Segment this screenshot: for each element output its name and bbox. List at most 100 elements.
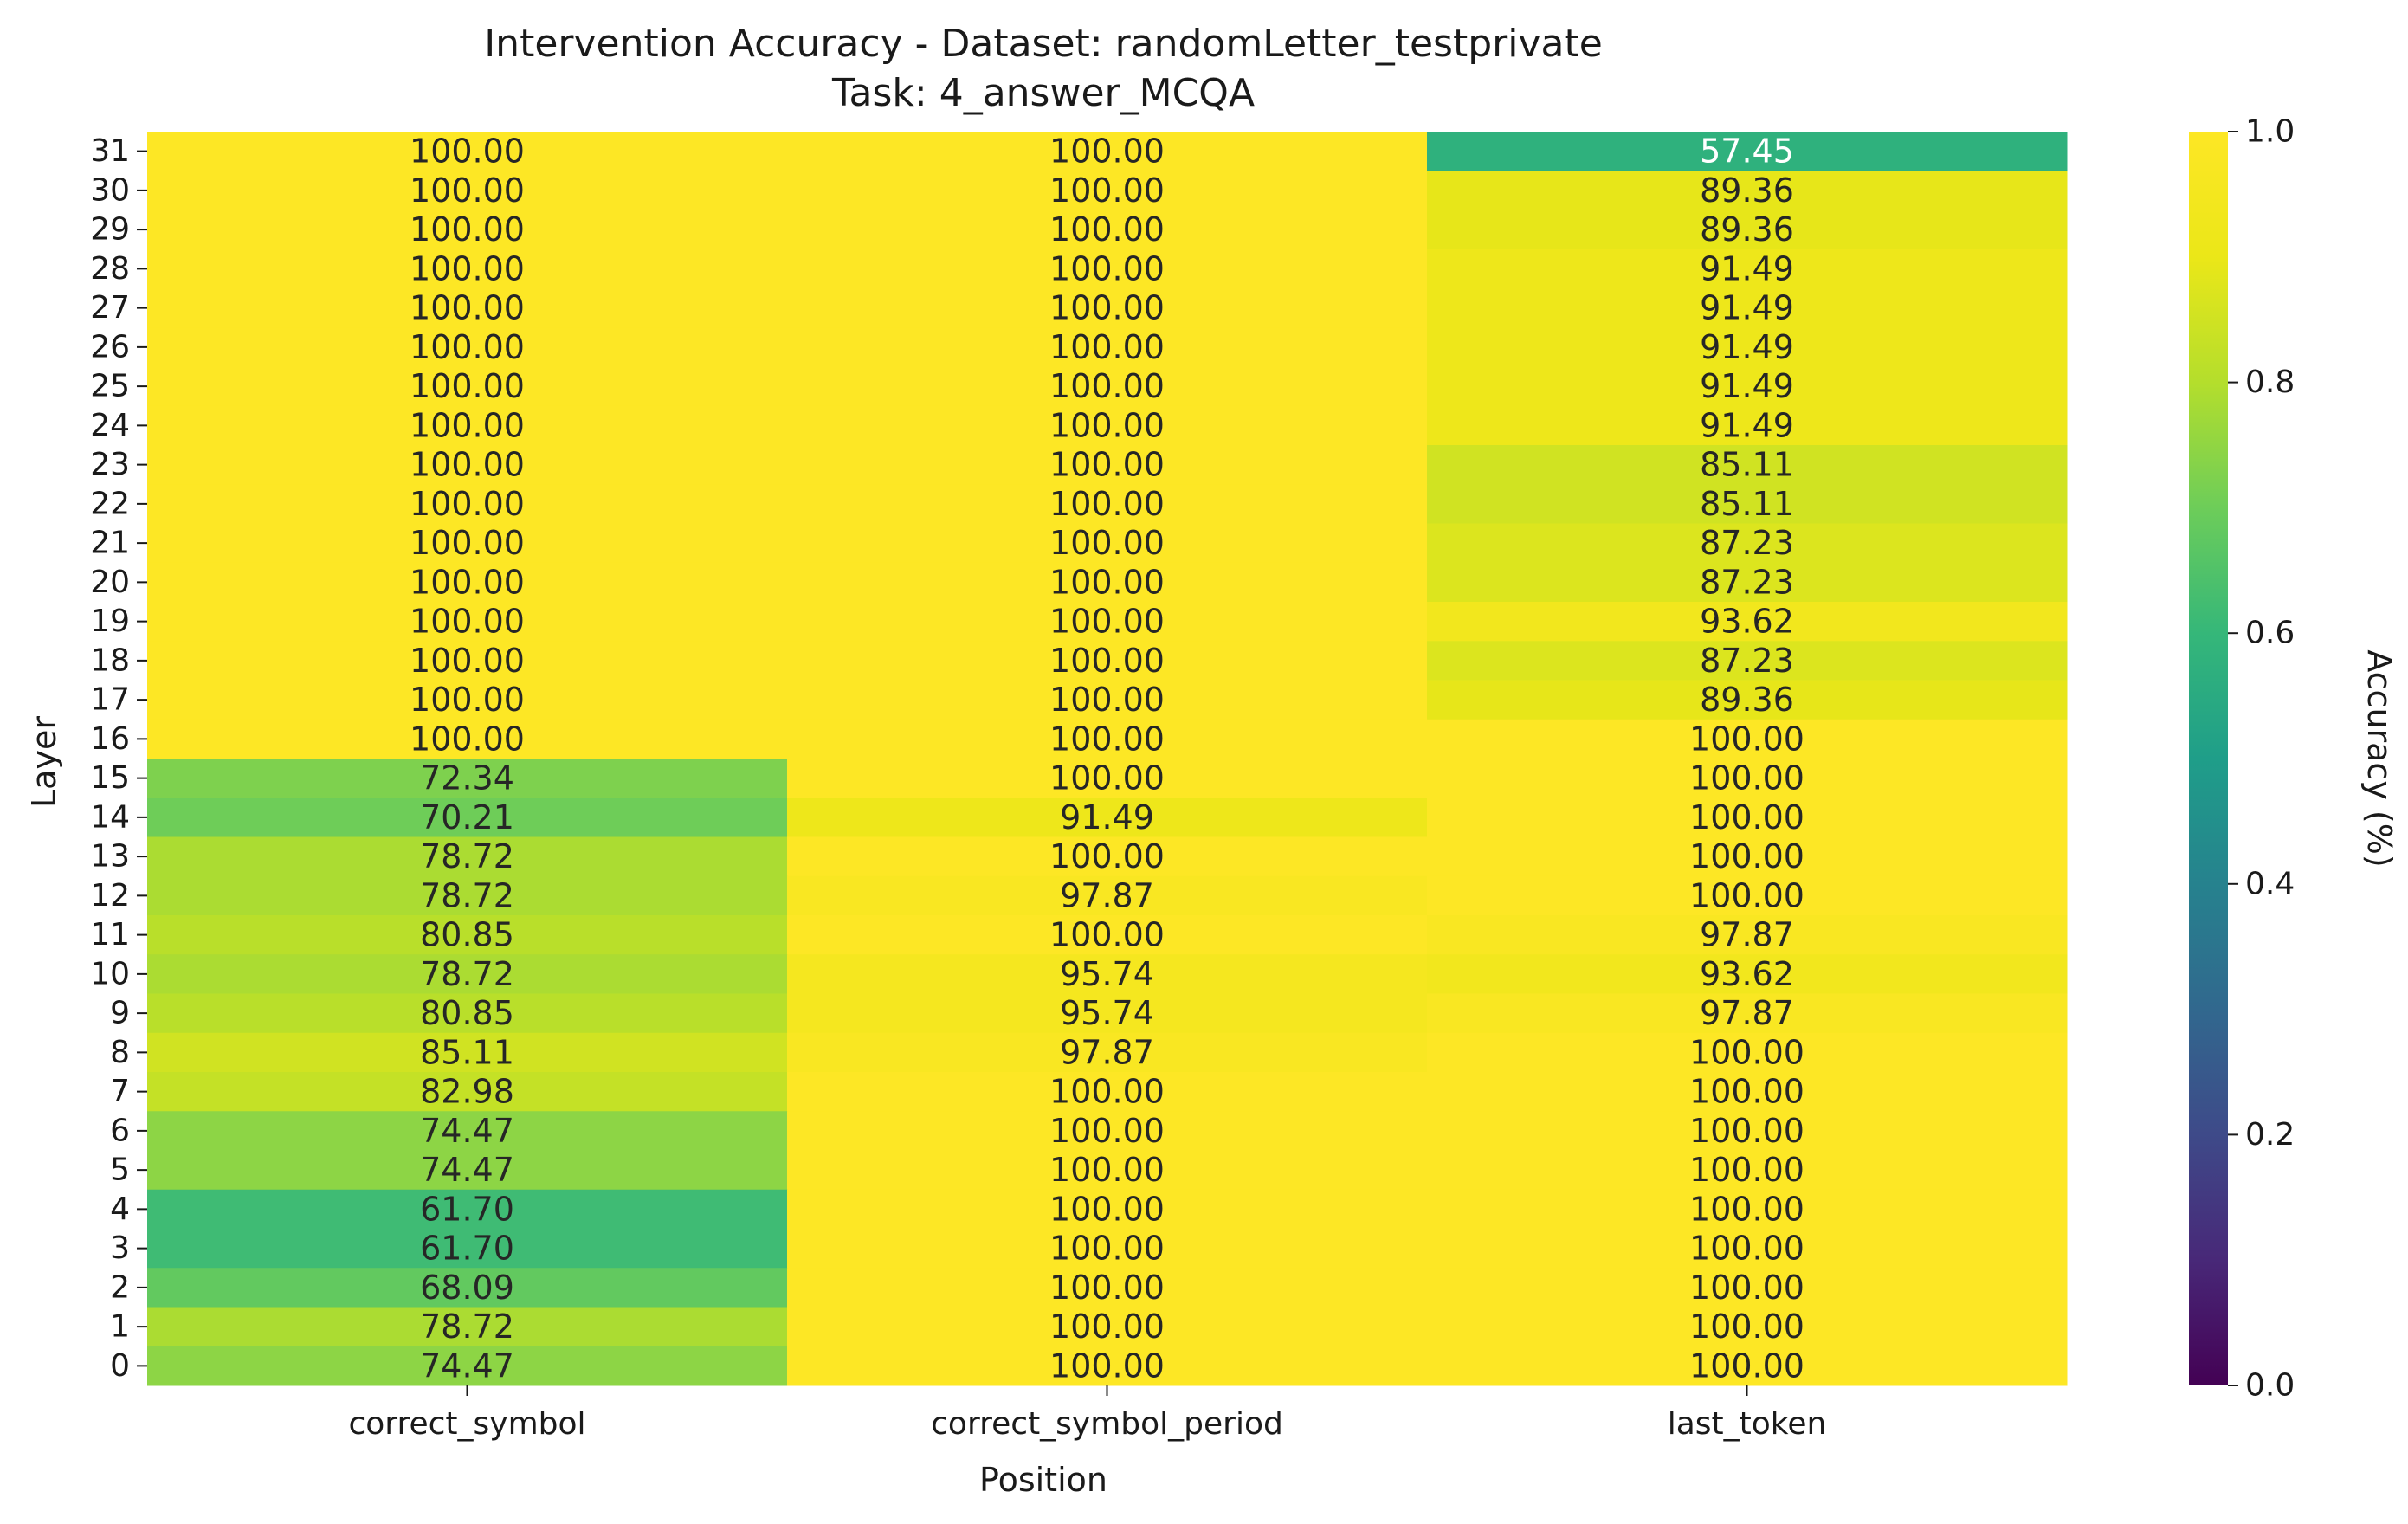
heatmap-cell-label: 91.49 <box>1700 406 1794 444</box>
heatmap-cell-label: 78.72 <box>420 837 514 875</box>
heatmap-cell <box>787 954 1428 994</box>
heatmap-cell <box>787 602 1428 642</box>
heatmap-cell <box>147 719 788 759</box>
heatmap-cell <box>1427 1229 2068 1269</box>
heatmap-cell-label: 100.00 <box>410 642 525 680</box>
heatmap-cells <box>147 132 2068 1386</box>
heatmap-cell-label: 100.00 <box>1049 289 1165 327</box>
heatmap-cell <box>147 954 788 994</box>
y-tick-label: 9 <box>110 996 130 1031</box>
heatmap-cell-label: 100.00 <box>1049 446 1165 484</box>
y-tick-label: 28 <box>90 251 130 287</box>
x-axis-label: Position <box>979 1461 1107 1499</box>
heatmap-cell <box>787 1229 1428 1269</box>
heatmap-cell-label: 100.00 <box>1049 485 1165 523</box>
heatmap-cell <box>1427 915 2068 955</box>
y-tick-label: 10 <box>90 956 130 991</box>
heatmap-cell <box>147 1268 788 1308</box>
heatmap-cell <box>787 366 1428 407</box>
heatmap-cell-label: 100.00 <box>410 485 525 523</box>
heatmap-cell-label: 100.00 <box>1049 1190 1165 1228</box>
heatmap-cell <box>1427 602 2068 642</box>
heatmap-cell <box>787 915 1428 955</box>
heatmap-cell-label: 100.00 <box>1049 1269 1165 1307</box>
heatmap-cell <box>147 562 788 603</box>
heatmap-cell <box>1427 680 2068 720</box>
heatmap-cell-label: 100.00 <box>410 249 525 287</box>
heatmap-cell-label: 91.49 <box>1700 328 1794 366</box>
heatmap-cell-label: 85.11 <box>1700 446 1794 484</box>
heatmap-cell <box>147 1229 788 1269</box>
heatmap-cell-label: 78.72 <box>420 955 514 993</box>
heatmap-cell-label: 100.00 <box>410 328 525 366</box>
heatmap-cell-label: 85.11 <box>1700 485 1794 523</box>
heatmap-cell <box>787 249 1428 289</box>
heatmap-cell <box>1427 210 2068 250</box>
heatmap-cell-label: 100.00 <box>1049 720 1165 758</box>
heatmap-cell-label: 100.00 <box>1689 1346 1804 1385</box>
heatmap-cell-label: 80.85 <box>420 916 514 954</box>
heatmap-cell <box>147 1189 788 1230</box>
colorbar <box>2189 132 2228 1385</box>
x-tick-label: last_token <box>1668 1406 1827 1442</box>
colorbar-ticks: 0.0 0.2 0.4 0.6 0.8 1.0 <box>2228 114 2295 1404</box>
heatmap-cell-label: 97.87 <box>1060 876 1154 914</box>
colorbar-tick-label: 0.8 <box>2245 365 2295 400</box>
y-tick-label: 27 <box>90 290 130 326</box>
heatmap-cell <box>1427 366 2068 407</box>
heatmap-cell-label: 100.00 <box>1049 249 1165 287</box>
heatmap-cell <box>787 641 1428 681</box>
heatmap-cell <box>1427 327 2068 367</box>
y-tick-label: 12 <box>90 878 130 914</box>
y-tick-label: 21 <box>90 526 130 561</box>
heatmap-cell <box>147 836 788 877</box>
heatmap-cell <box>787 523 1428 564</box>
heatmap-cell <box>787 445 1428 485</box>
heatmap-cell <box>1427 1346 2068 1386</box>
y-tick-label: 3 <box>110 1230 130 1266</box>
heatmap-cell-label: 78.72 <box>420 876 514 914</box>
heatmap-cell-label: 85.11 <box>420 1033 514 1071</box>
heatmap-cell <box>147 798 788 837</box>
heatmap-cell-label: 97.87 <box>1700 994 1794 1032</box>
heatmap-cell-label: 89.36 <box>1700 171 1794 210</box>
chart-subtitle: Task: 4_answer_MCQA <box>831 71 1255 115</box>
heatmap-cell <box>1427 719 2068 759</box>
heatmap-cell <box>147 993 788 1034</box>
heatmap-cell <box>1427 1032 2068 1073</box>
y-tick-label: 26 <box>90 329 130 365</box>
y-tick-label: 4 <box>110 1191 130 1227</box>
heatmap-cell <box>787 288 1428 328</box>
heatmap-cell <box>787 1307 1428 1347</box>
heatmap-cell-label: 100.00 <box>410 210 525 249</box>
heatmap-cell-label: 100.00 <box>410 132 525 171</box>
y-tick-label: 30 <box>90 172 130 208</box>
heatmap-cell-label: 100.00 <box>1689 720 1804 758</box>
heatmap-cell <box>1427 523 2068 564</box>
heatmap-cell-label: 80.85 <box>420 994 514 1032</box>
heatmap-cell <box>1427 445 2068 485</box>
x-tick-label: correct_symbol <box>348 1406 585 1442</box>
heatmap-cell <box>787 1268 1428 1308</box>
heatmap-cell-label: 91.49 <box>1700 289 1794 327</box>
heatmap-cell <box>1427 954 2068 994</box>
heatmap-cell-label: 68.09 <box>420 1269 514 1307</box>
heatmap-cell <box>1427 1072 2068 1112</box>
heatmap-cell-label: 100.00 <box>1049 524 1165 562</box>
heatmap-cell-label: 91.49 <box>1060 798 1154 836</box>
heatmap-cell-label: 100.00 <box>1689 1269 1804 1307</box>
y-tick-label: 7 <box>110 1074 130 1109</box>
heatmap-cell <box>1427 641 2068 681</box>
y-tick-label: 16 <box>90 721 130 757</box>
heatmap-cell-label: 100.00 <box>410 289 525 327</box>
heatmap-cell-label: 87.23 <box>1700 524 1794 562</box>
heatmap-cell-label: 100.00 <box>410 603 525 641</box>
heatmap-cell-label: 100.00 <box>410 367 525 405</box>
y-tick-label: 19 <box>90 604 130 639</box>
heatmap-cell <box>787 1150 1428 1191</box>
heatmap-cell <box>147 1111 788 1151</box>
heatmap-cell-label: 100.00 <box>410 681 525 719</box>
heatmap-cell <box>1427 1189 2068 1230</box>
